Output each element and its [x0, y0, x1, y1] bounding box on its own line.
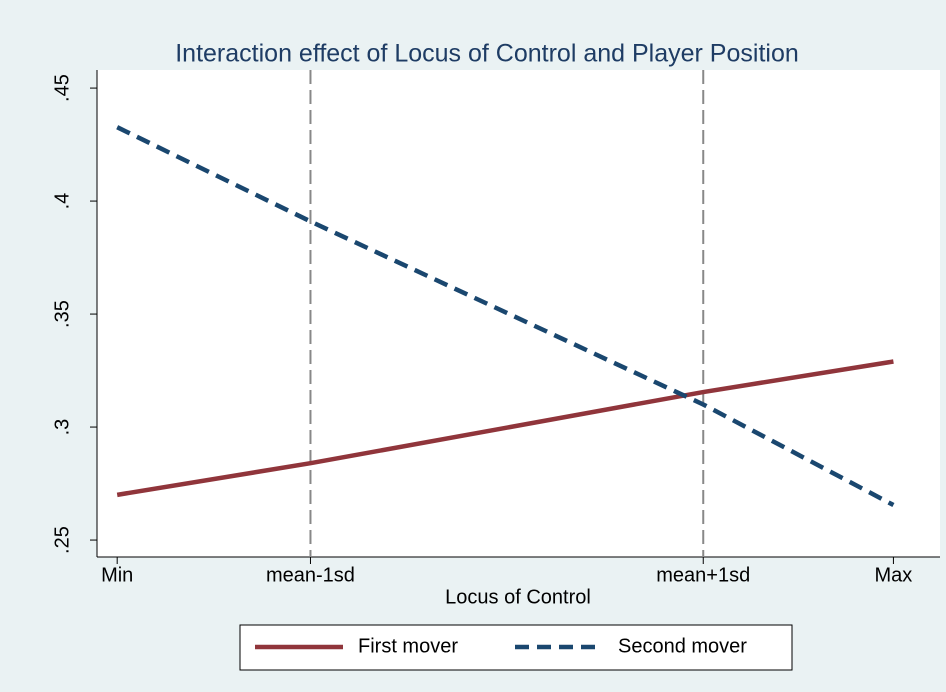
chart-title: Interaction effect of Locus of Control a… [175, 40, 799, 68]
plot-area [97, 70, 940, 557]
series-line [116, 125, 895, 508]
x-tick-label: mean+1sd [656, 564, 750, 586]
y-tick-label: .3 [51, 419, 73, 436]
y-tick-label: .35 [51, 300, 73, 328]
series-line [116, 359, 894, 498]
x-tick-label: Min [101, 564, 133, 586]
legend-label: Second mover [618, 635, 747, 657]
y-tick-label: .45 [51, 74, 73, 102]
y-tick-label: .25 [51, 526, 73, 554]
y-tick-label: .4 [51, 193, 73, 210]
x-tick-label: mean-1sd [266, 564, 355, 586]
x-axis-label: Locus of Control [445, 586, 591, 608]
x-tick-label: Max [875, 564, 913, 586]
legend-label: First mover [358, 635, 458, 657]
